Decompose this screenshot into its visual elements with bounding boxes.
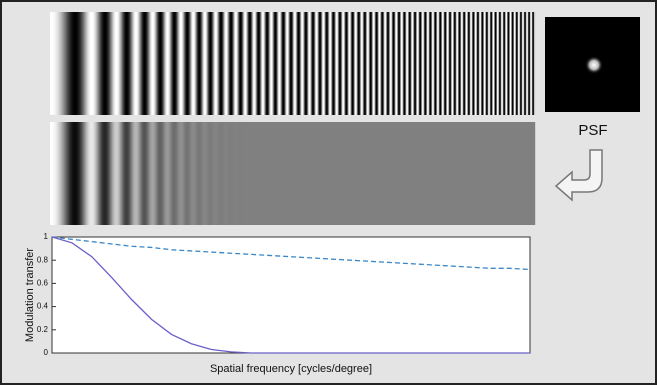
y-tick-label: 0.4 xyxy=(37,302,49,311)
stripe xyxy=(534,12,535,115)
stripe xyxy=(534,122,535,225)
y-tick-label: 0.2 xyxy=(37,325,49,334)
y-tick-label: 0 xyxy=(44,348,49,357)
x-axis-label: Spatial frequency [cycles/degree] xyxy=(210,363,372,375)
blurred-grating xyxy=(50,122,535,225)
page: PSF Modulation transfer Spatial frequenc… xyxy=(0,0,657,385)
plot-area xyxy=(52,237,530,353)
psf-label: PSF xyxy=(578,122,607,139)
original-grating xyxy=(50,12,535,115)
y-axis-label: Modulation transfer xyxy=(24,248,36,342)
psf-spot xyxy=(585,56,603,74)
y-tick-label: 1 xyxy=(44,232,49,241)
y-tick-label: 0.8 xyxy=(37,255,49,264)
figure: PSF Modulation transfer Spatial frequenc… xyxy=(0,0,657,385)
y-tick-label: 0.6 xyxy=(37,279,49,288)
